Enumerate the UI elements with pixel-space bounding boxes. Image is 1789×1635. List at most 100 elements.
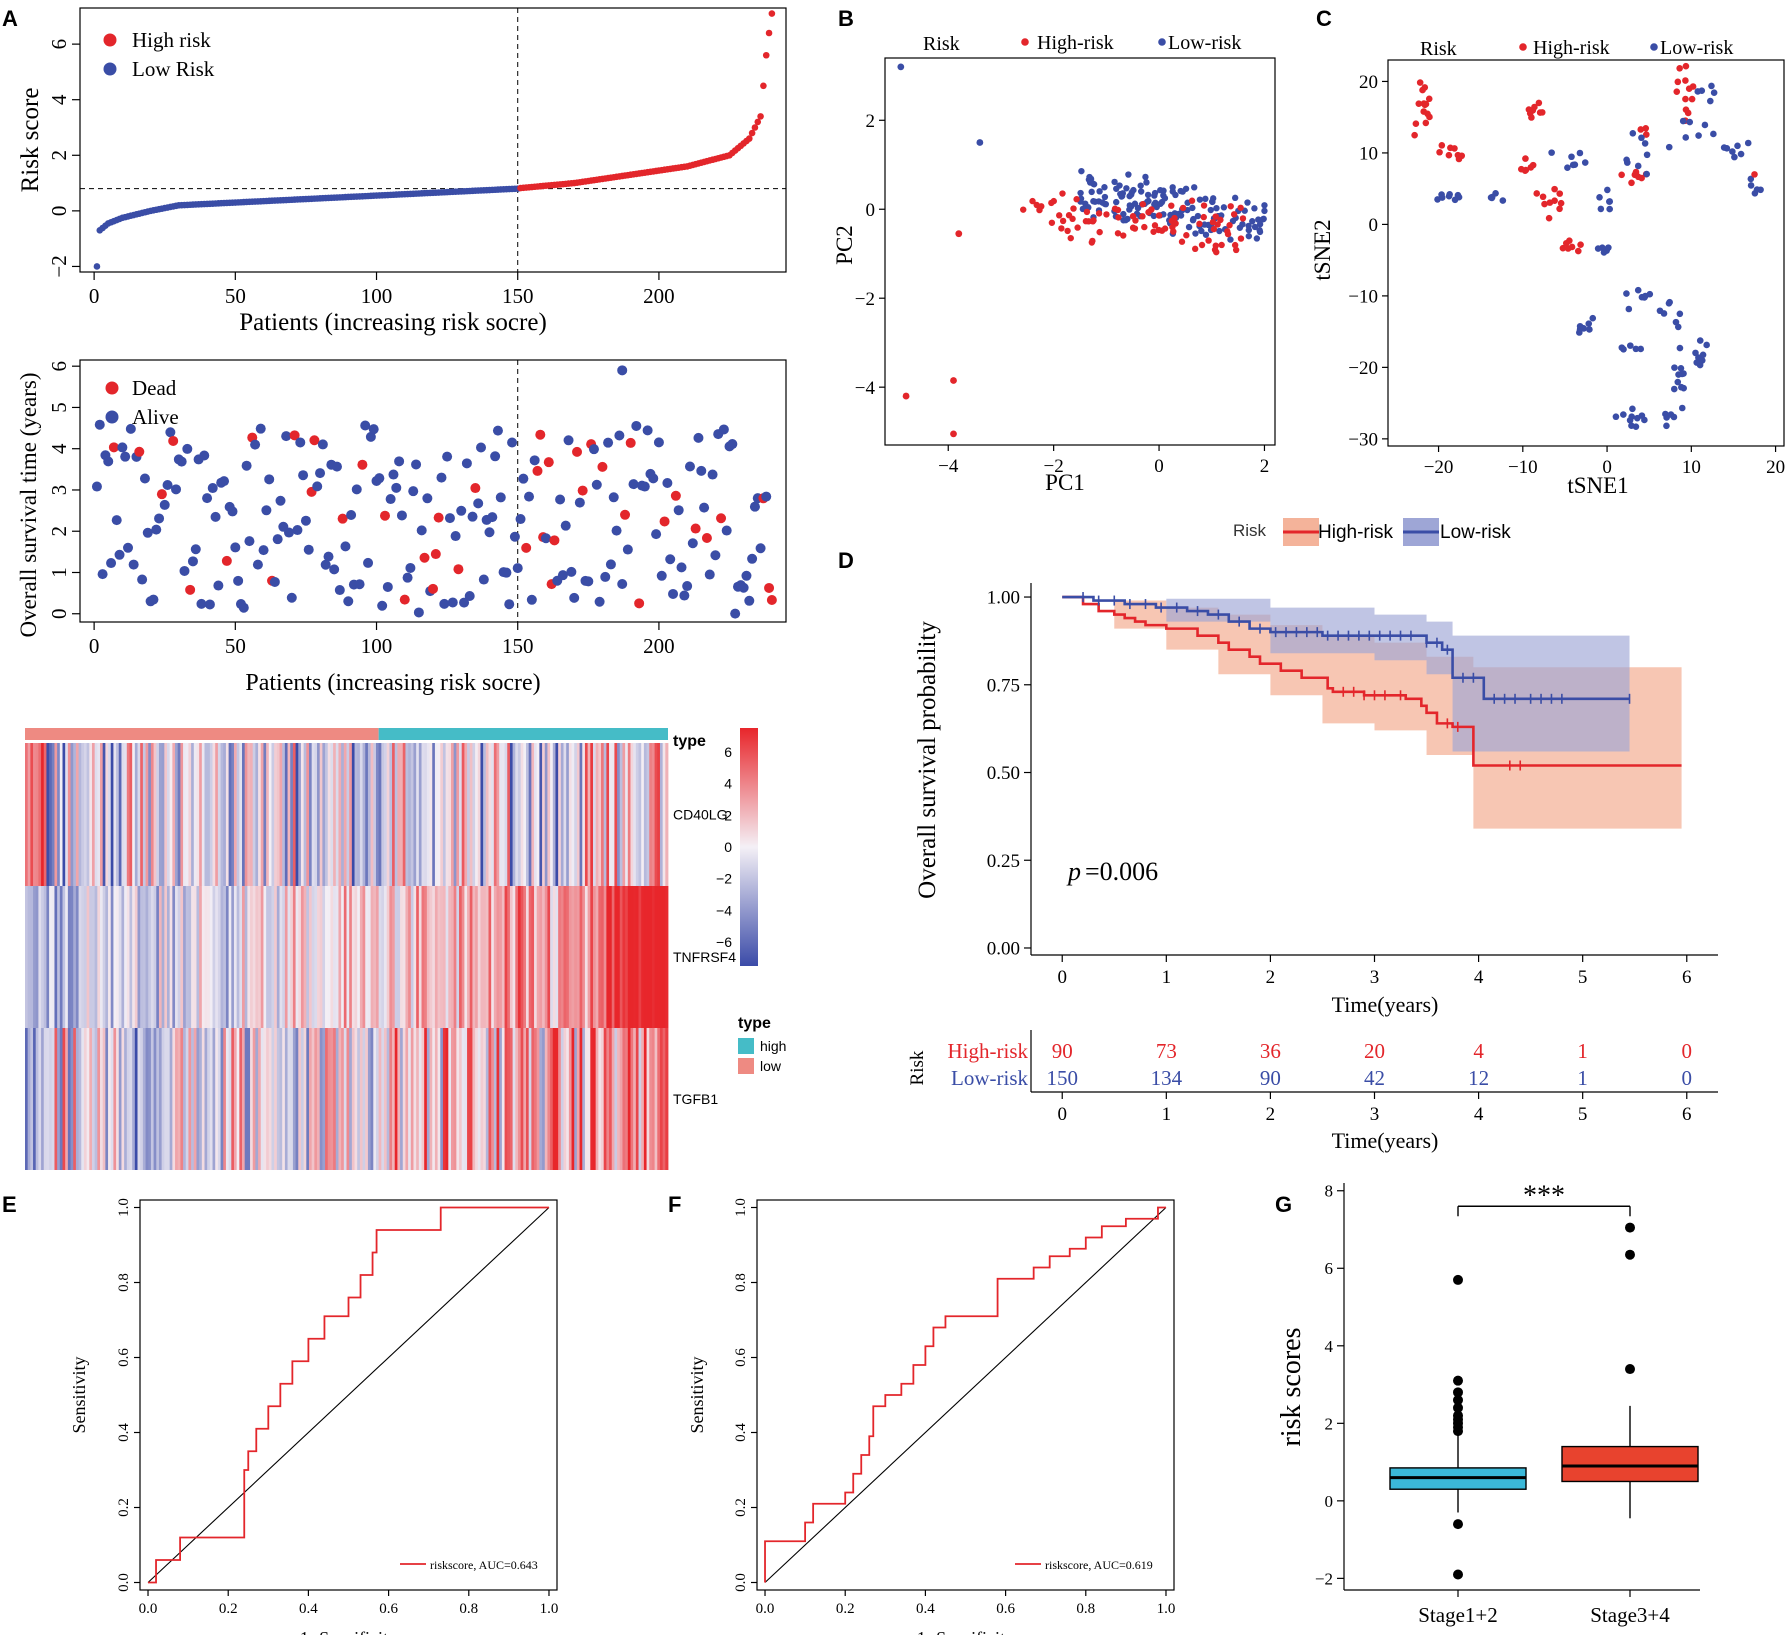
heatmap-cell bbox=[59, 1028, 63, 1170]
heatmap-cell bbox=[140, 886, 144, 1028]
heatmap-cell bbox=[445, 1028, 449, 1170]
c-xtick-label: 0 bbox=[1602, 457, 1612, 478]
heatmap-cell bbox=[124, 1028, 128, 1170]
tsne-point bbox=[1703, 341, 1710, 349]
box-outlier bbox=[1625, 1249, 1635, 1260]
km-ci-low-risk bbox=[1062, 597, 1630, 752]
pca-point-low bbox=[1078, 167, 1085, 175]
g-ylabel: risk scores bbox=[1276, 1328, 1307, 1447]
heatmap-cell bbox=[274, 743, 278, 886]
d-ytick-label: 1.00 bbox=[987, 588, 1020, 609]
survival-point bbox=[555, 494, 566, 505]
table-cell: 0 bbox=[1682, 1039, 1693, 1063]
tsne-point bbox=[1632, 345, 1640, 353]
heatmap-cell bbox=[657, 1028, 661, 1170]
heatmap-cell bbox=[504, 1028, 508, 1170]
heatmap-cell bbox=[319, 743, 323, 886]
pca-point-high bbox=[1210, 225, 1218, 233]
heatmap-cell bbox=[223, 886, 227, 1028]
heatmap-cell bbox=[370, 743, 374, 886]
stage-boxplot: −2 0 2 4 6 8 risk scores Stage1+2 Stage3+4 *** bbox=[1276, 1180, 1700, 1627]
pca-point-high bbox=[1048, 219, 1056, 226]
heatmap-cell bbox=[488, 1028, 492, 1170]
survival-point bbox=[252, 559, 263, 570]
survival-point bbox=[653, 437, 664, 448]
heatmap-cell bbox=[322, 743, 326, 886]
heatmap-cell bbox=[579, 743, 583, 886]
heatmap-cell bbox=[357, 743, 361, 886]
heatmap-cell bbox=[38, 1028, 42, 1170]
heatmap-cell bbox=[124, 886, 128, 1028]
survival-point bbox=[391, 482, 402, 493]
risk-point bbox=[762, 51, 770, 59]
a1-ytick-label: 2 bbox=[47, 150, 71, 161]
heatmap-cell bbox=[531, 743, 535, 886]
heatmap-cell bbox=[472, 743, 476, 886]
heatmap-cell bbox=[279, 1028, 283, 1170]
survival-point bbox=[588, 444, 599, 455]
heatmap-cell bbox=[207, 886, 211, 1028]
pca-point-high bbox=[1170, 228, 1177, 235]
heatmap-cell bbox=[73, 1028, 77, 1170]
d-xtick-label: 6 bbox=[1682, 967, 1692, 988]
heatmap-cell bbox=[43, 1028, 47, 1170]
heatmap-cell bbox=[579, 886, 583, 1028]
survival-point bbox=[111, 515, 122, 526]
survival-point bbox=[210, 511, 221, 522]
heatmap-cell bbox=[638, 886, 642, 1028]
panel-label-c: C bbox=[1316, 6, 1332, 31]
tsne-point bbox=[1701, 121, 1709, 129]
heatmap-cell bbox=[108, 1028, 112, 1170]
heatmap-cell bbox=[314, 743, 318, 886]
heatmap-cell bbox=[145, 1028, 149, 1170]
E-ytick-label: 1.0 bbox=[116, 1198, 132, 1217]
F-xtick-label: 1.0 bbox=[1157, 1601, 1176, 1617]
pca-point-low bbox=[1088, 188, 1095, 196]
tsne-point bbox=[1643, 170, 1650, 178]
a1-ytick-label: 6 bbox=[47, 39, 71, 50]
heatmap-cell bbox=[46, 886, 50, 1028]
survival-time-plot: 0 50 100 150 200 0 1 2 3 4 5 6 Patients (increasing … bbox=[16, 359, 787, 696]
survival-point bbox=[250, 439, 261, 450]
heatmap-cell bbox=[110, 743, 114, 886]
heatmap-cell bbox=[367, 743, 372, 886]
pca-point-high bbox=[1141, 223, 1148, 231]
tsne-point bbox=[1548, 149, 1555, 156]
tsne-point bbox=[1488, 194, 1496, 202]
heatmap-cell bbox=[504, 743, 508, 886]
heatmap-cell bbox=[394, 743, 398, 886]
survival-point bbox=[718, 424, 729, 435]
colorbar-tick-label: −2 bbox=[716, 871, 732, 887]
survival-point bbox=[283, 527, 294, 538]
heatmap-cell bbox=[341, 886, 345, 1028]
tsne-point bbox=[1642, 124, 1650, 132]
heatmap-cell bbox=[370, 1028, 374, 1170]
a2-xtick-label: 0 bbox=[89, 634, 100, 658]
heatmap-cell bbox=[375, 886, 380, 1028]
tsne-point bbox=[1629, 129, 1637, 137]
heatmap-cell bbox=[298, 886, 302, 1028]
survival-point bbox=[501, 567, 512, 578]
tsne-point bbox=[1708, 82, 1715, 90]
pca-point-high bbox=[1095, 210, 1103, 217]
heatmap-cell bbox=[343, 743, 347, 886]
pca-point-high bbox=[1083, 208, 1091, 216]
heatmap-cell bbox=[175, 743, 179, 886]
pca-point-high bbox=[1200, 202, 1208, 209]
heatmap-cell bbox=[440, 1028, 444, 1170]
tsne-point bbox=[1574, 247, 1582, 255]
survival-point bbox=[281, 431, 292, 442]
heatmap-cell bbox=[571, 1028, 575, 1170]
heatmap-cell bbox=[54, 1028, 58, 1170]
heatmap-cell bbox=[91, 743, 96, 886]
pca-point-high bbox=[1088, 239, 1096, 246]
F-ytick-label: 1.0 bbox=[733, 1198, 749, 1217]
heatmap-cell bbox=[292, 886, 296, 1028]
survival-point bbox=[134, 446, 145, 457]
pca-point-low bbox=[1231, 194, 1239, 202]
heatmap-cell bbox=[601, 1028, 605, 1170]
pca-point-low bbox=[1123, 185, 1130, 192]
heatmap-cell bbox=[354, 886, 358, 1028]
heatmap-cell bbox=[308, 886, 313, 1028]
heatmap-cell bbox=[134, 1028, 138, 1170]
